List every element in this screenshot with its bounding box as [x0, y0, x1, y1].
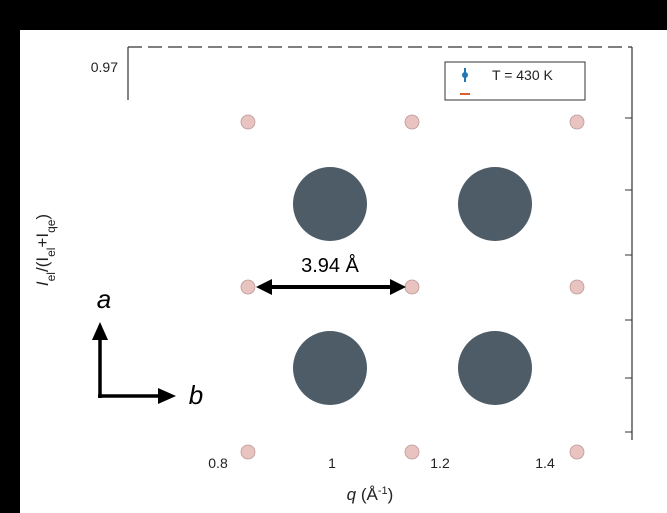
axis-a-label: a: [97, 284, 111, 314]
overlay: [215, 102, 623, 444]
legend-label: T = 430 K: [492, 67, 554, 83]
distance-label: 3.94 Å: [301, 254, 359, 277]
y-tick-label: 0.97: [91, 59, 118, 75]
x-tick-label: 1.2: [430, 455, 450, 471]
x-tick-label: 1: [328, 455, 336, 471]
page: 0.97 T = 430 K 0.8 1 1.2 1.4 Iel/(Iel+Iq…: [0, 0, 667, 513]
axis-b-label: b: [189, 380, 203, 410]
x-tick-label: 0.8: [208, 455, 228, 471]
legend-marker: [462, 72, 468, 78]
figure: 0.97 T = 430 K 0.8 1 1.2 1.4 Iel/(Iel+Iq…: [0, 0, 667, 513]
x-tick-label: 1.4: [535, 455, 555, 471]
